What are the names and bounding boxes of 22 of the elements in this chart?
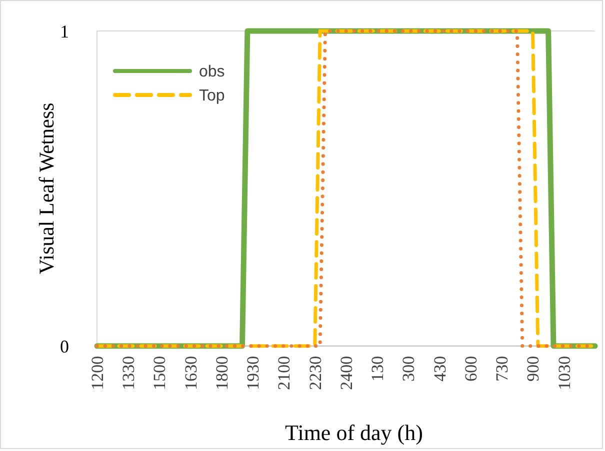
x-tick-label: 300 — [399, 356, 418, 382]
legend-label: Top — [199, 88, 225, 105]
x-tick-label: 2230 — [306, 356, 325, 390]
x-tick-label: 600 — [461, 356, 480, 382]
x-axis-title: Time of day (h) — [285, 420, 423, 445]
y-axis-title: Visual Leaf Wetness — [34, 102, 58, 274]
x-tick-label: 1030 — [554, 356, 574, 390]
x-tick-label: 130 — [368, 356, 388, 382]
y-tick-label: 0 — [60, 336, 69, 356]
x-tick-label: 1800 — [212, 356, 232, 390]
x-tick-label: 1330 — [119, 356, 138, 390]
x-tick-label: 1200 — [88, 356, 107, 390]
legend-label: obs — [199, 64, 225, 81]
x-tick-label: 1630 — [181, 356, 200, 390]
x-tick-label: 1500 — [150, 356, 170, 390]
y-tick-label: 1 — [60, 21, 69, 42]
x-tick-label: 2400 — [336, 356, 356, 390]
x-tick-label: 900 — [524, 356, 543, 382]
x-tick-label: 430 — [430, 356, 450, 382]
x-tick-label: 730 — [492, 356, 512, 382]
x-tick-label: 2100 — [274, 356, 294, 390]
x-tick-label: 1930 — [244, 356, 263, 390]
